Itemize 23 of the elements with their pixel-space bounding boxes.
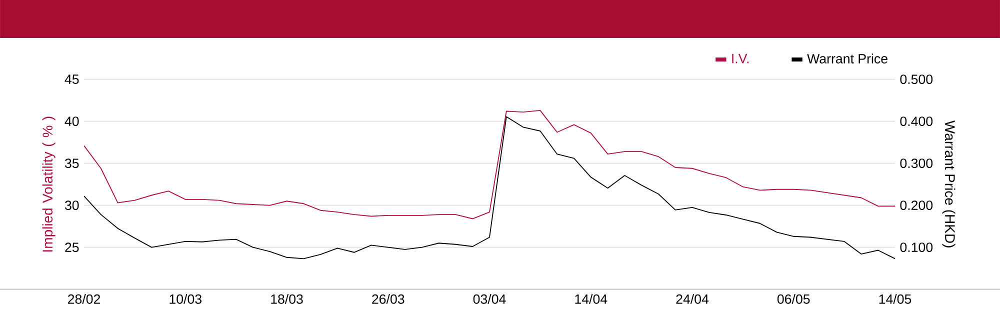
y2-tick-label: 0.300 (900, 158, 933, 168)
x-tick-label: 14/04 (575, 294, 608, 304)
y-tick-label: 40 (64, 116, 79, 126)
y2-tick-label: 0.200 (900, 200, 933, 210)
y-axis-title: Implied Volatility ( % ) (42, 116, 56, 252)
x-tick-label: 06/05 (777, 294, 810, 304)
x-tick-label: 28/02 (68, 294, 100, 304)
y2-tick-label: 0.400 (900, 116, 933, 126)
y2-tick-label: 0.500 (900, 74, 933, 84)
legend-label: Warrant Price (807, 54, 888, 64)
y2-tick-label: 0.100 (900, 242, 933, 252)
x-tick-label: 03/04 (473, 294, 506, 304)
x-tick-label: 18/03 (271, 294, 303, 304)
x-tick-label: 26/03 (372, 294, 404, 304)
y-tick-label: 25 (65, 242, 79, 252)
y-tick-label: 45 (64, 74, 79, 84)
legend-label: I.V. (732, 54, 749, 64)
x-tick-label: 10/03 (170, 294, 202, 304)
x-tick-label: 24/04 (676, 294, 709, 304)
y-tick-label: 30 (64, 200, 79, 210)
x-tick-label: 14/05 (879, 294, 912, 304)
y2-axis-title: Warrant Price (HKD) (942, 120, 956, 248)
y-tick-label: 35 (64, 158, 79, 168)
